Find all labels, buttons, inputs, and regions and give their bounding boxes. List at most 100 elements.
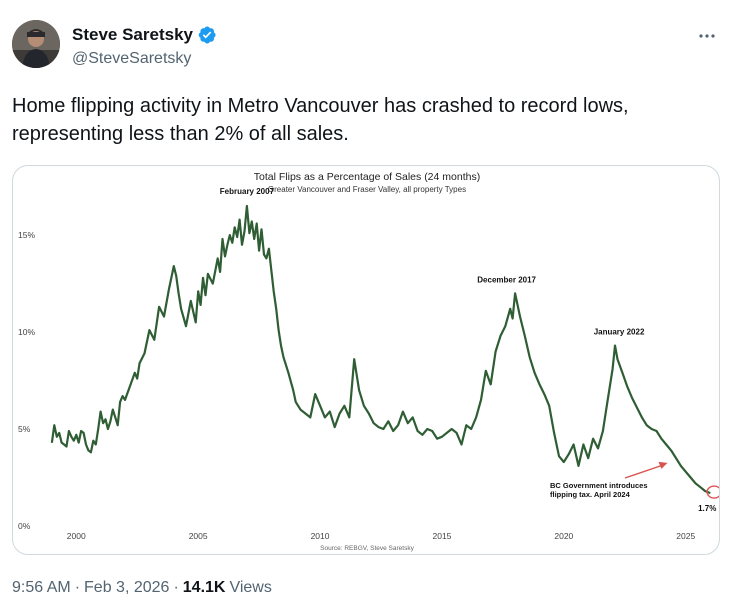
data-point [529,356,531,358]
annotation-flipping-tax-line2: flipping tax. April 2024 [550,490,631,499]
data-point [626,385,628,387]
annotation-flipping-tax-line1: BC Government introduces [550,481,648,490]
data-point [219,271,221,273]
data-point [180,308,182,310]
data-point [97,428,99,430]
data-point [378,426,380,428]
data-point [144,352,146,354]
data-point [387,420,389,422]
data-point [636,407,638,409]
data-point [66,445,68,447]
data-point [85,444,87,446]
author-handle[interactable]: @SteveSaretsky [72,50,192,67]
data-point [231,242,233,244]
avatar-image [12,20,60,68]
data-point [514,292,516,294]
x-tick-label: 2015 [432,531,451,541]
data-point [134,372,136,374]
meta-separator: · [173,579,179,596]
data-point [185,325,187,327]
data-point [699,486,701,488]
data-point [226,244,228,246]
tweet-time[interactable]: 9:56 AM [12,579,71,596]
data-point [153,339,155,341]
data-point [563,461,565,463]
tweet-text: Home flipping activity in Metro Vancouve… [12,95,629,145]
data-point [655,430,657,432]
data-point [512,317,514,319]
data-point [612,368,614,370]
data-point [129,385,131,387]
data-point [343,405,345,407]
x-tick-label: 2010 [311,531,330,541]
y-tick-label: 5% [18,424,31,434]
data-point [222,238,224,240]
data-point [309,416,311,418]
data-point [136,378,138,380]
data-point [202,277,204,279]
data-point [456,432,458,434]
data-point [53,424,55,426]
data-point [280,345,282,347]
data-point [614,345,616,347]
data-point [495,350,497,352]
data-point [363,405,365,407]
author-display-name[interactable]: Steve Saretsky [72,25,193,44]
tweet-header: Steve Saretsky @SteveSaretsky [12,20,719,74]
data-point [80,430,82,432]
data-point [87,449,89,451]
chart-image[interactable]: Total Flips as a Percentage of Sales (24… [12,165,720,555]
data-point [475,416,477,418]
data-point [304,413,306,415]
data-point [256,222,258,224]
data-point [117,424,119,426]
x-tick-label: 2000 [67,531,86,541]
data-point [224,255,226,257]
data-point [577,465,579,467]
data-point [100,411,102,413]
data-point [553,432,555,434]
data-point [173,265,175,267]
data-point [690,477,692,479]
avatar[interactable] [12,20,60,68]
data-point [107,428,109,430]
data-point [568,453,570,455]
data-point [485,370,487,372]
data-point [207,273,209,275]
data-point [402,411,404,413]
data-point [685,471,687,473]
data-point [421,434,423,436]
data-point [175,275,177,277]
data-point [426,428,428,430]
data-point [607,399,609,401]
annotation-peak-2017: December 2017 [477,275,536,284]
data-point [480,399,482,401]
data-point [431,430,433,432]
data-point [353,358,355,360]
data-point [204,294,206,296]
data-point [200,304,202,306]
chart-title: Total Flips as a Percentage of Sales (24… [254,171,480,183]
annotation-arrow-line [624,464,664,479]
tweet-date[interactable]: Feb 3, 2026 [84,579,170,596]
data-point [270,269,272,271]
data-point [587,457,589,459]
data-point [248,232,250,234]
data-point [651,428,653,430]
data-point [78,442,80,444]
data-point [295,401,297,403]
data-point [490,383,492,385]
data-point [592,438,594,440]
data-point [602,430,604,432]
data-point [197,290,199,292]
data-point [446,432,448,434]
data-point [597,447,599,449]
data-point [190,300,192,302]
data-point [246,205,248,207]
more-horizontal-icon[interactable] [695,24,719,48]
data-point [582,444,584,446]
data-point [239,219,241,221]
data-point [704,490,706,492]
data-point [499,335,501,337]
data-point [112,409,114,411]
